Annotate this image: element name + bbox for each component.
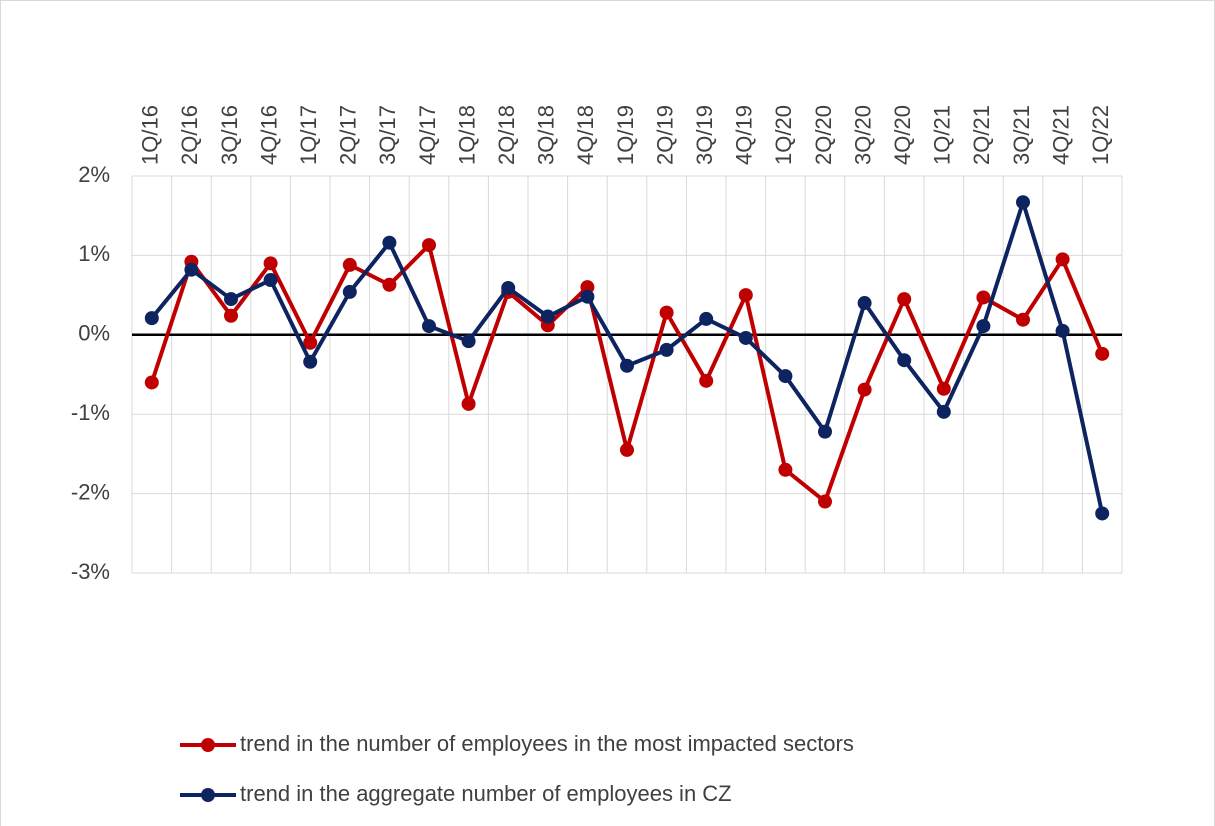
- x-tick-label: 2Q/20: [811, 105, 836, 165]
- data-point: [263, 256, 278, 271]
- data-point: [699, 373, 714, 388]
- data-point: [1016, 195, 1030, 210]
- data-point: [897, 292, 912, 307]
- data-point: [620, 358, 634, 373]
- x-tick-label: 3Q/20: [850, 105, 875, 165]
- y-tick-label: -3%: [71, 559, 110, 584]
- x-tick-label: 1Q/22: [1088, 105, 1113, 165]
- data-point: [303, 354, 318, 369]
- data-point: [501, 280, 516, 295]
- x-tick-label: 4Q/19: [732, 105, 757, 165]
- x-tick-label: 1Q/16: [138, 105, 163, 165]
- data-point: [184, 262, 199, 277]
- x-tick-label: 3Q/16: [217, 105, 242, 165]
- x-tick-label: 4Q/17: [415, 105, 440, 165]
- data-point: [1016, 312, 1030, 327]
- x-tick-label: 1Q/17: [296, 105, 321, 165]
- data-point: [818, 494, 832, 509]
- y-tick-label: 2%: [78, 162, 110, 187]
- data-point: [897, 353, 912, 368]
- data-point: [857, 382, 872, 397]
- data-point: [342, 284, 357, 299]
- data-point: [382, 277, 397, 292]
- data-point: [1055, 252, 1070, 267]
- data-point: [778, 369, 793, 384]
- data-point: [738, 330, 753, 345]
- x-tick-label: 4Q/16: [256, 105, 281, 165]
- x-tick-label: 2Q/18: [494, 105, 519, 165]
- data-point: [461, 396, 476, 411]
- data-point: [1095, 346, 1110, 361]
- data-point: [540, 309, 555, 324]
- x-tick-label: 4Q/21: [1048, 105, 1073, 165]
- data-point: [1055, 323, 1070, 338]
- y-tick-label: -1%: [71, 400, 110, 425]
- data-point: [620, 442, 634, 457]
- data-point: [976, 319, 991, 334]
- data-point: [778, 462, 793, 477]
- data-point: [659, 305, 674, 320]
- data-point: [976, 290, 991, 305]
- data-point: [144, 311, 159, 326]
- data-point: [1095, 506, 1110, 521]
- x-tick-label: 1Q/20: [771, 105, 796, 165]
- data-point: [144, 375, 159, 390]
- x-tick-label: 2Q/19: [652, 105, 677, 165]
- data-point: [461, 334, 476, 349]
- x-tick-label: 1Q/21: [930, 105, 955, 165]
- x-tick-label: 3Q/18: [534, 105, 559, 165]
- data-point: [342, 257, 357, 272]
- data-point: [659, 342, 674, 357]
- data-point: [263, 273, 278, 288]
- data-point: [818, 424, 832, 439]
- y-tick-label: -2%: [71, 479, 110, 504]
- data-point: [699, 311, 714, 326]
- data-point: [224, 292, 238, 307]
- data-point: [422, 238, 436, 253]
- x-tick-label: 1Q/18: [454, 105, 479, 165]
- legend-marker: [201, 788, 215, 802]
- x-tick-label: 2Q/16: [177, 105, 202, 165]
- data-point: [857, 296, 872, 311]
- x-tick-label: 2Q/17: [336, 105, 361, 165]
- x-tick-label: 2Q/21: [969, 105, 994, 165]
- data-point: [382, 235, 397, 250]
- legend-label: trend in the aggregate number of employe…: [240, 781, 732, 806]
- data-point: [580, 289, 595, 304]
- legend-label: trend in the number of employees in the …: [240, 731, 854, 756]
- data-point: [303, 335, 318, 350]
- y-tick-label: 1%: [78, 241, 110, 266]
- data-point: [936, 381, 951, 396]
- x-tick-label: 3Q/19: [692, 105, 717, 165]
- data-point: [738, 288, 753, 303]
- data-point: [422, 319, 436, 334]
- x-tick-label: 3Q/21: [1009, 105, 1034, 165]
- legend-marker: [201, 738, 215, 752]
- x-tick-label: 4Q/18: [573, 105, 598, 165]
- data-point: [936, 404, 951, 419]
- x-tick-label: 1Q/19: [613, 105, 638, 165]
- y-tick-label: 0%: [78, 321, 110, 346]
- x-tick-label: 4Q/20: [890, 105, 915, 165]
- data-point: [224, 308, 238, 323]
- x-tick-label: 3Q/17: [375, 105, 400, 165]
